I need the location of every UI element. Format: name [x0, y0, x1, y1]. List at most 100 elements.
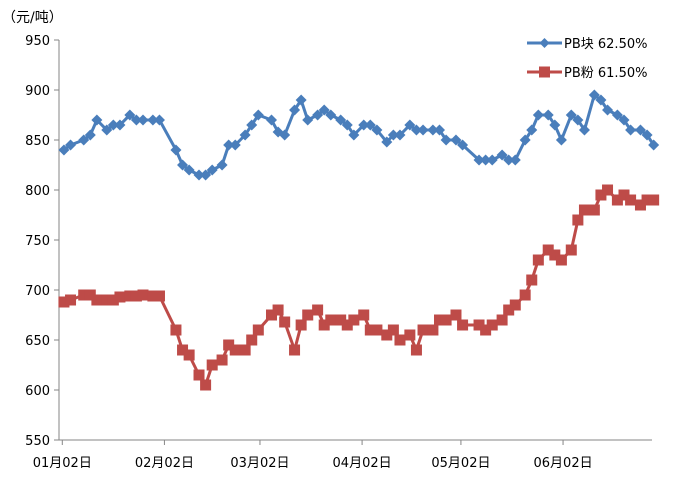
data-point-square: [519, 289, 531, 301]
data-point-diamond: [183, 164, 195, 176]
y-axis-ticks: 550 600 650 700 750 800 850 900 950: [25, 34, 59, 449]
data-point-diamond: [124, 109, 136, 121]
data-point-square: [177, 344, 189, 356]
data-point-diamond: [252, 109, 264, 121]
data-point-diamond: [394, 129, 406, 141]
data-point-square: [648, 194, 660, 206]
data-point-square: [509, 299, 521, 311]
data-point-diamond: [107, 119, 119, 131]
data-point-square: [618, 189, 630, 201]
y-tick-label: 700: [25, 284, 50, 299]
data-point-square: [302, 309, 314, 321]
data-point-diamond: [532, 109, 544, 121]
y-tick-label: 900: [25, 84, 50, 99]
data-point-diamond: [486, 154, 498, 166]
legend-marker-diamond: [539, 38, 550, 48]
data-point-square: [193, 369, 205, 381]
data-point-diamond: [341, 119, 353, 131]
data-point-diamond: [364, 119, 376, 131]
data-point-square: [549, 249, 561, 261]
data-point-diamond: [137, 114, 149, 126]
data-point-diamond: [440, 134, 452, 146]
data-point-diamond: [565, 109, 577, 121]
data-point-diamond: [526, 124, 538, 136]
data-point-diamond: [246, 119, 258, 131]
data-point-diamond: [279, 129, 291, 141]
data-point-square: [348, 314, 360, 326]
data-point-diamond: [65, 139, 77, 151]
x-tick-label: 01月02日: [33, 456, 92, 471]
data-point-square: [206, 359, 218, 371]
data-point-diamond: [229, 139, 241, 151]
data-point-diamond: [427, 124, 439, 136]
data-point-diamond: [434, 124, 446, 136]
data-point-square: [394, 334, 406, 346]
data-point-diamond: [239, 129, 251, 141]
y-tick-label: 750: [25, 234, 50, 249]
data-point-diamond: [503, 154, 515, 166]
data-point-diamond: [265, 114, 277, 126]
data-point-square: [595, 189, 607, 201]
data-point-square: [457, 319, 469, 331]
data-point-square: [124, 290, 136, 302]
data-point-diamond: [404, 119, 416, 131]
data-point-square: [325, 314, 337, 326]
data-point-square: [295, 319, 307, 331]
data-point-diamond: [358, 119, 370, 131]
data-point-diamond: [410, 124, 422, 136]
x-tick-label: 03月02日: [230, 456, 289, 471]
data-point-square: [58, 296, 70, 308]
data-point-square: [434, 314, 446, 326]
data-point-square: [578, 204, 590, 216]
data-point-square: [611, 194, 623, 206]
y-unit-label: （元/吨）: [2, 10, 63, 26]
data-point-diamond: [450, 134, 462, 146]
data-point-diamond: [519, 134, 531, 146]
data-point-square: [417, 324, 429, 336]
data-point-diamond: [302, 114, 314, 126]
data-point-square: [229, 344, 241, 356]
y-tick-label: 800: [25, 184, 50, 199]
data-point-diamond: [549, 119, 561, 131]
data-point-square: [565, 244, 577, 256]
data-point-square: [84, 289, 96, 301]
data-point-square: [387, 324, 399, 336]
data-point-square: [223, 339, 235, 351]
data-point-square: [486, 319, 498, 331]
data-point-square: [312, 304, 324, 316]
data-point-square: [496, 314, 508, 326]
data-point-diamond: [602, 104, 614, 116]
data-point-square: [289, 344, 301, 356]
data-point-square: [480, 324, 492, 336]
data-point-square: [137, 289, 149, 301]
legend-label-1: PB块 62.50%: [564, 37, 647, 52]
data-point-square: [588, 204, 600, 216]
data-point-diamond: [641, 129, 653, 141]
data-point-diamond: [216, 159, 228, 171]
data-point-square: [147, 290, 159, 302]
data-point-square: [216, 354, 228, 366]
data-point-diamond: [595, 94, 607, 106]
data-point-diamond: [480, 154, 492, 166]
data-point-diamond: [618, 114, 630, 126]
data-point-square: [625, 194, 637, 206]
data-point-square: [279, 316, 291, 328]
data-point-square: [358, 309, 370, 321]
data-point-diamond: [648, 139, 660, 151]
data-point-diamond: [555, 134, 567, 146]
data-point-square: [602, 184, 614, 196]
x-tick-label: 06月02日: [534, 456, 593, 471]
data-point-diamond: [473, 154, 485, 166]
data-point-diamond: [634, 124, 646, 136]
data-point-diamond: [58, 144, 70, 156]
y-tick-label: 650: [25, 334, 50, 349]
data-point-square: [130, 290, 142, 302]
data-point-square: [503, 304, 515, 316]
data-point-diamond: [289, 104, 301, 116]
data-point-square: [364, 324, 376, 336]
x-tick-label: 02月02日: [135, 456, 194, 471]
data-point-square: [101, 294, 113, 306]
data-point-square: [371, 324, 383, 336]
data-point-diamond: [371, 124, 383, 136]
